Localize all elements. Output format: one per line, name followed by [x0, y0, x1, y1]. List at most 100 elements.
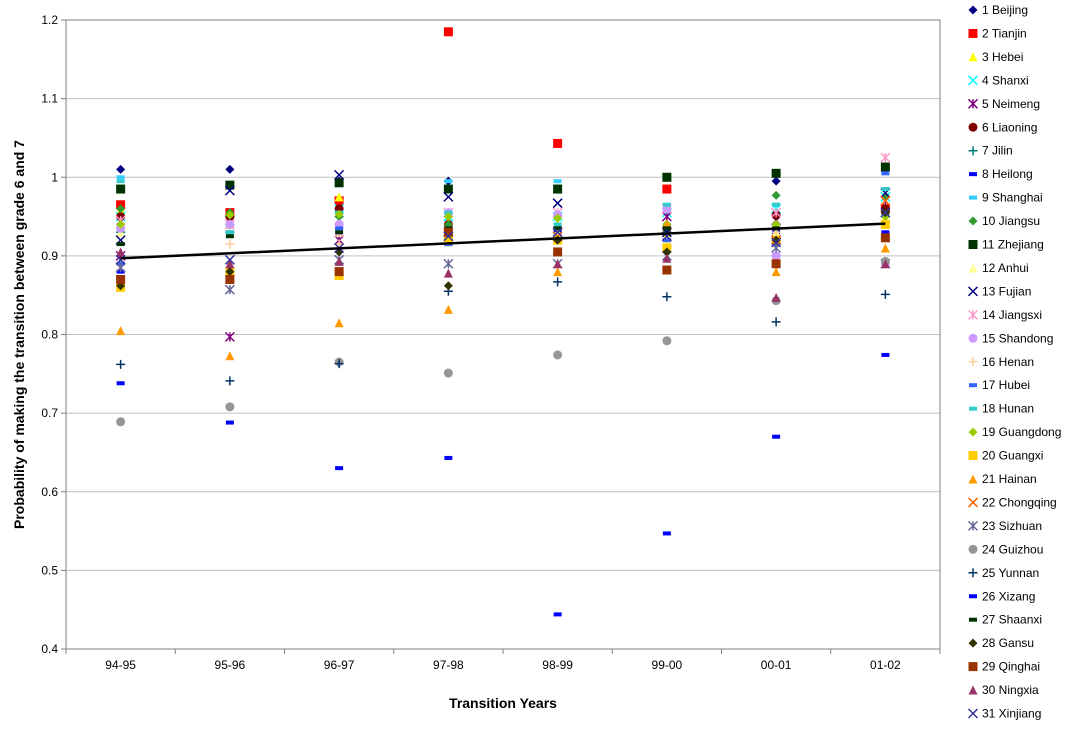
- legend-label: 20 Guangxi: [982, 449, 1043, 463]
- legend-marker: [968, 240, 978, 249]
- x-tick-label: 96-97: [324, 658, 355, 672]
- data-point: [225, 180, 235, 190]
- data-point: [334, 192, 344, 202]
- x-tick-label: 01-02: [870, 658, 901, 672]
- data-point: [443, 227, 453, 237]
- data-point: [771, 251, 781, 261]
- data-point: [772, 434, 781, 439]
- data-point: [116, 164, 126, 174]
- data-point: [880, 207, 891, 218]
- legend-label: 13 Fujian: [982, 284, 1031, 298]
- data-point: [116, 381, 125, 386]
- data-point: [224, 331, 235, 342]
- legend-label: 17 Hubei: [982, 378, 1030, 392]
- data-point: [771, 235, 781, 245]
- legend-marker: [968, 662, 978, 672]
- data-point: [553, 259, 563, 269]
- data-point: [225, 239, 235, 249]
- x-tick-label: 99-00: [652, 658, 683, 672]
- legend-marker: [968, 263, 978, 273]
- data-point: [224, 254, 235, 265]
- data-point: [334, 256, 344, 266]
- legend-label: 22 Chongqing: [982, 495, 1057, 509]
- legend-marker: [968, 451, 978, 461]
- legend-item: 11 Zhejiang: [968, 238, 1044, 252]
- legend-marker: [969, 383, 977, 388]
- legend-marker: [968, 544, 978, 554]
- legend-label: 9 Shanghai: [982, 191, 1043, 205]
- data-point: [881, 171, 890, 176]
- legend-item: 17 Hubei: [969, 378, 1030, 392]
- data-point: [225, 210, 235, 220]
- data-point: [444, 179, 453, 184]
- legend-label: 28 Gansu: [982, 636, 1034, 650]
- data-point: [443, 212, 453, 222]
- y-tick-label: 0.8: [41, 328, 58, 342]
- data-point: [334, 359, 344, 369]
- legend-item: 25 Yunnan: [968, 566, 1039, 580]
- data-point: [443, 268, 453, 278]
- legend-item: 8 Heilong: [969, 167, 1033, 181]
- data-point: [881, 352, 890, 357]
- y-axis-ticks: 0.4 0.5 0.6 0.7 0.8 0.9 1 1.1 1.2: [41, 13, 66, 656]
- x-axis-title: Transition Years: [449, 695, 557, 711]
- data-point: [553, 350, 563, 360]
- legend-label: 5 Neimeng: [982, 97, 1040, 111]
- data-point: [771, 190, 781, 200]
- data-point: [553, 226, 562, 231]
- data-point: [443, 191, 454, 202]
- series-zhejiang: [116, 162, 890, 194]
- series-yunnan: [116, 277, 890, 386]
- legend-label: 19 Guangdong: [982, 425, 1061, 439]
- y-tick-label: 1.1: [41, 92, 58, 106]
- legend-item: 13 Fujian: [967, 284, 1031, 298]
- legend-item: 10 Jiangsu: [968, 214, 1040, 228]
- data-point: [553, 213, 563, 223]
- legend-label: 21 Hainan: [982, 472, 1037, 486]
- data-point: [662, 247, 672, 257]
- data-point: [335, 230, 344, 235]
- legend-marker: [967, 98, 979, 109]
- legend-label: 14 Jiangsxi: [982, 308, 1042, 322]
- x-tick-label: 97-98: [433, 658, 464, 672]
- legend-marker: [968, 474, 978, 484]
- legend-item: 7 Jilin: [968, 144, 1013, 158]
- y-tick-label: 1.2: [41, 13, 58, 27]
- x-tick-label: 94-95: [105, 658, 136, 672]
- data-point: [444, 455, 453, 460]
- data-point: [334, 318, 344, 328]
- data-point: [225, 234, 234, 239]
- legend-label: 18 Hunan: [982, 402, 1034, 416]
- data-series: [115, 27, 891, 617]
- legend-label: 26 Xizang: [982, 589, 1035, 603]
- legend-label: 24 Guizhou: [982, 542, 1043, 556]
- y-tick-label: 0.6: [41, 485, 58, 499]
- legend-marker: [969, 594, 977, 599]
- data-point: [662, 172, 672, 182]
- data-point: [116, 204, 126, 214]
- data-point: [553, 138, 563, 148]
- data-point: [661, 211, 672, 222]
- legend-marker: [968, 5, 978, 15]
- y-tick-label: 1: [51, 170, 58, 184]
- legend-label: 16 Henan: [982, 355, 1034, 369]
- legend-label: 23 Sizhuan: [982, 519, 1042, 533]
- legend-marker: [968, 122, 978, 132]
- data-point: [552, 198, 563, 209]
- legend-marker: [967, 520, 979, 531]
- data-point: [553, 179, 562, 184]
- legend-item: 2 Tianjin: [968, 26, 1027, 40]
- data-point: [771, 168, 781, 178]
- legend-item: 24 Guizhou: [968, 542, 1043, 556]
- x-tick-label: 98-99: [542, 658, 573, 672]
- legend-marker: [967, 75, 979, 86]
- legend-marker: [967, 286, 979, 297]
- data-point: [116, 247, 126, 257]
- data-point: [771, 267, 781, 277]
- data-point: [553, 612, 562, 617]
- legend-marker: [968, 685, 978, 695]
- legend-marker: [969, 172, 977, 177]
- data-point: [662, 292, 672, 302]
- data-point: [443, 27, 453, 37]
